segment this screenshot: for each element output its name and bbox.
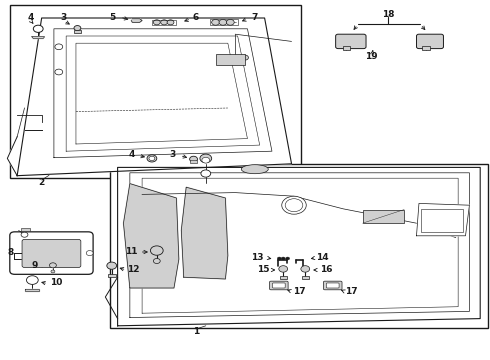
- Circle shape: [33, 25, 43, 32]
- Text: 4: 4: [27, 13, 34, 22]
- Circle shape: [150, 246, 163, 255]
- Text: 11: 11: [125, 248, 138, 256]
- Circle shape: [212, 19, 220, 25]
- Circle shape: [153, 258, 160, 264]
- Bar: [74, 30, 81, 33]
- Circle shape: [201, 170, 211, 177]
- Circle shape: [161, 20, 168, 25]
- Circle shape: [281, 257, 285, 260]
- Bar: [422, 46, 430, 50]
- Circle shape: [285, 199, 303, 212]
- Text: 1: 1: [193, 328, 199, 336]
- Circle shape: [49, 263, 56, 268]
- Text: 5: 5: [110, 13, 116, 22]
- Ellipse shape: [242, 165, 269, 174]
- Text: 15: 15: [257, 266, 270, 274]
- Circle shape: [26, 276, 38, 284]
- Text: 17: 17: [293, 287, 305, 296]
- Circle shape: [279, 266, 288, 272]
- Text: 7: 7: [251, 13, 258, 22]
- Circle shape: [55, 44, 63, 50]
- Bar: [302, 276, 309, 279]
- Bar: [421, 209, 463, 232]
- Polygon shape: [32, 37, 45, 39]
- Bar: [216, 54, 245, 65]
- Circle shape: [242, 55, 248, 60]
- Text: 17: 17: [345, 287, 358, 296]
- Text: 10: 10: [50, 279, 63, 287]
- Bar: [190, 160, 197, 163]
- FancyBboxPatch shape: [270, 281, 288, 290]
- Circle shape: [226, 19, 234, 25]
- Text: 12: 12: [127, 266, 140, 274]
- Bar: [110, 164, 488, 328]
- Text: 18: 18: [382, 10, 394, 19]
- Text: 14: 14: [316, 253, 329, 262]
- Text: 9: 9: [31, 261, 38, 270]
- Text: 4: 4: [128, 150, 135, 159]
- Bar: [21, 228, 30, 231]
- Text: 13: 13: [251, 253, 264, 262]
- Bar: [343, 46, 350, 50]
- Text: 3: 3: [61, 13, 67, 22]
- FancyBboxPatch shape: [416, 34, 443, 49]
- Bar: [108, 274, 116, 277]
- FancyBboxPatch shape: [10, 232, 93, 274]
- Bar: [152, 20, 176, 25]
- Text: 2: 2: [39, 178, 45, 187]
- Text: 6: 6: [193, 13, 199, 22]
- FancyBboxPatch shape: [326, 283, 339, 288]
- Circle shape: [167, 20, 174, 25]
- Circle shape: [277, 257, 281, 260]
- Polygon shape: [416, 203, 469, 236]
- Polygon shape: [181, 187, 228, 279]
- Polygon shape: [7, 137, 17, 176]
- Circle shape: [202, 157, 210, 163]
- Circle shape: [219, 19, 227, 25]
- Circle shape: [107, 262, 117, 269]
- Text: 16: 16: [319, 266, 332, 274]
- FancyBboxPatch shape: [336, 34, 366, 49]
- Circle shape: [153, 20, 160, 25]
- Text: 8: 8: [8, 248, 14, 257]
- Polygon shape: [123, 184, 179, 288]
- FancyBboxPatch shape: [323, 281, 342, 290]
- Circle shape: [149, 156, 155, 161]
- Circle shape: [286, 257, 290, 260]
- Polygon shape: [118, 167, 480, 326]
- Circle shape: [51, 270, 55, 273]
- Circle shape: [86, 251, 93, 256]
- Circle shape: [21, 232, 28, 237]
- Polygon shape: [17, 18, 292, 176]
- Bar: [280, 276, 287, 279]
- Bar: [10, 5, 301, 178]
- Bar: [210, 19, 238, 25]
- Circle shape: [74, 26, 81, 31]
- Bar: [363, 210, 404, 223]
- Text: 19: 19: [365, 52, 378, 61]
- Circle shape: [190, 156, 197, 162]
- FancyBboxPatch shape: [22, 239, 81, 267]
- Polygon shape: [131, 19, 142, 22]
- Circle shape: [301, 266, 310, 272]
- FancyBboxPatch shape: [272, 283, 285, 288]
- Circle shape: [55, 69, 63, 75]
- Circle shape: [147, 155, 157, 162]
- Polygon shape: [25, 289, 39, 291]
- Text: 3: 3: [170, 150, 176, 159]
- Circle shape: [282, 196, 306, 214]
- Circle shape: [200, 154, 212, 163]
